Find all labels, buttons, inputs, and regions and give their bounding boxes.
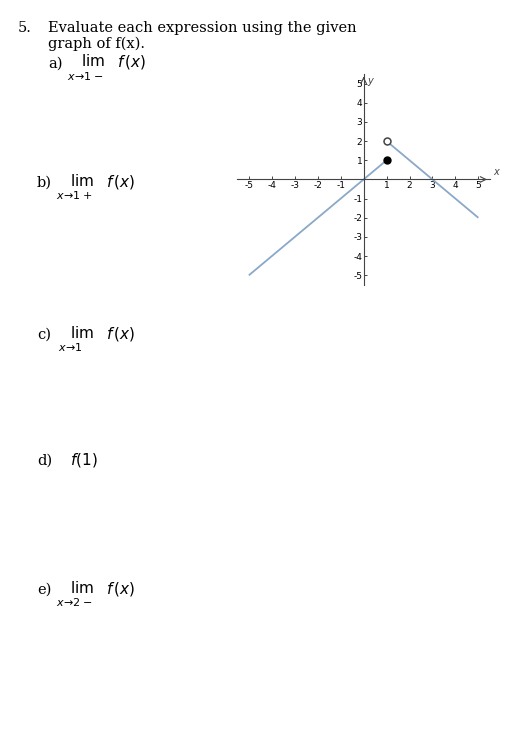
Text: e): e) xyxy=(37,583,51,597)
Text: graph of f(x).: graph of f(x). xyxy=(48,37,145,51)
Text: $f\,(x)$: $f\,(x)$ xyxy=(106,173,135,191)
Text: b): b) xyxy=(37,176,52,190)
Text: $x$: $x$ xyxy=(493,166,501,177)
Text: $\lim$: $\lim$ xyxy=(70,325,94,341)
Text: 5.: 5. xyxy=(18,21,31,35)
Text: $x\!\rightarrow\!1+$: $x\!\rightarrow\!1+$ xyxy=(56,189,92,201)
Text: $\lim$: $\lim$ xyxy=(70,580,94,596)
Text: $x\!\rightarrow\!1-$: $x\!\rightarrow\!1-$ xyxy=(67,70,103,81)
Text: a): a) xyxy=(48,56,63,70)
Text: $\lim$: $\lim$ xyxy=(70,173,94,189)
Text: $y$: $y$ xyxy=(367,76,375,88)
Text: $f\,(x)$: $f\,(x)$ xyxy=(117,53,146,71)
Text: $x\!\rightarrow\!2-$: $x\!\rightarrow\!2-$ xyxy=(56,596,92,608)
Text: Evaluate each expression using the given: Evaluate each expression using the given xyxy=(48,21,357,35)
Text: $\lim$: $\lim$ xyxy=(81,53,105,70)
Text: $x\!\rightarrow\!1$: $x\!\rightarrow\!1$ xyxy=(58,341,83,353)
Text: $f(1)$: $f(1)$ xyxy=(70,451,97,468)
Text: c): c) xyxy=(37,328,51,342)
Text: $f\,(x)$: $f\,(x)$ xyxy=(106,325,135,343)
Text: $f\,(x)$: $f\,(x)$ xyxy=(106,580,135,598)
Text: d): d) xyxy=(37,454,52,468)
